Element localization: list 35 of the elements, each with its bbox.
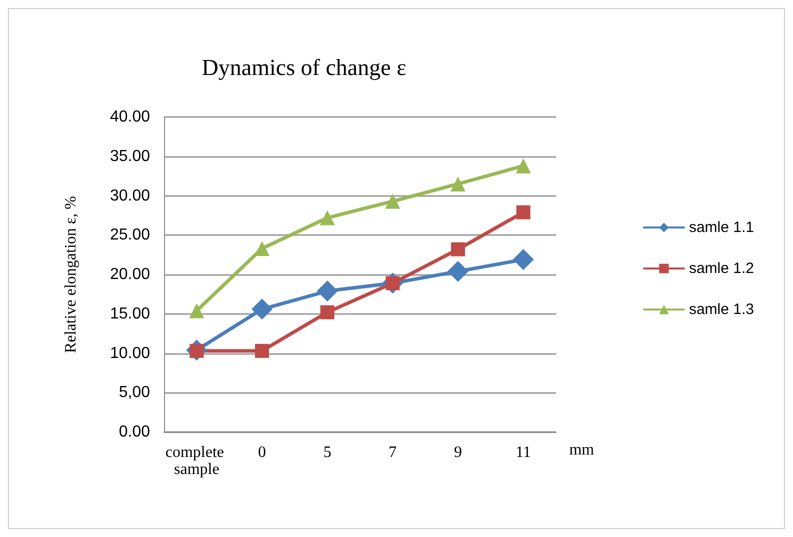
y-tick-label: 5,00 bbox=[118, 384, 150, 402]
point bbox=[385, 194, 400, 209]
legend-label: samle 1.3 bbox=[688, 301, 754, 318]
y-tick-label: 35.00 bbox=[110, 148, 150, 165]
y-tick-label: 40.00 bbox=[110, 108, 150, 126]
point bbox=[255, 344, 269, 358]
point bbox=[189, 303, 204, 318]
point bbox=[320, 305, 334, 320]
x-tick-label: 7 bbox=[388, 444, 397, 461]
chart-title: Dynamics of change ε bbox=[202, 55, 406, 80]
y-tick-label: 15.00 bbox=[110, 305, 150, 322]
legend-label: samle 1.2 bbox=[688, 260, 754, 277]
point bbox=[252, 298, 272, 320]
point bbox=[320, 210, 335, 226]
point bbox=[451, 242, 465, 256]
y-tick-label: 25.00 bbox=[110, 226, 150, 244]
point bbox=[316, 280, 338, 302]
x-tick-label: 0 bbox=[258, 444, 266, 461]
point bbox=[254, 241, 270, 256]
point bbox=[516, 158, 531, 174]
y-tick-label: 10.00 bbox=[110, 344, 150, 362]
point bbox=[516, 205, 530, 220]
y-axis-title: Relative elongation ε, % bbox=[62, 196, 80, 353]
point bbox=[448, 260, 468, 282]
x-tick-label: 9 bbox=[454, 444, 462, 461]
y-tick-label: 30.00 bbox=[110, 187, 150, 204]
legend-label: samle 1.1 bbox=[688, 219, 754, 236]
point bbox=[450, 176, 466, 192]
y-tick-label: 20.00 bbox=[110, 266, 150, 283]
point bbox=[512, 249, 534, 270]
x-tick-label: complete sample bbox=[165, 444, 228, 478]
x-tick-label: 11 bbox=[516, 444, 532, 461]
x-axis-title: mm bbox=[569, 442, 595, 458]
y-tick-label: 0.00 bbox=[118, 424, 150, 440]
x-tick-label: 5 bbox=[323, 444, 332, 461]
